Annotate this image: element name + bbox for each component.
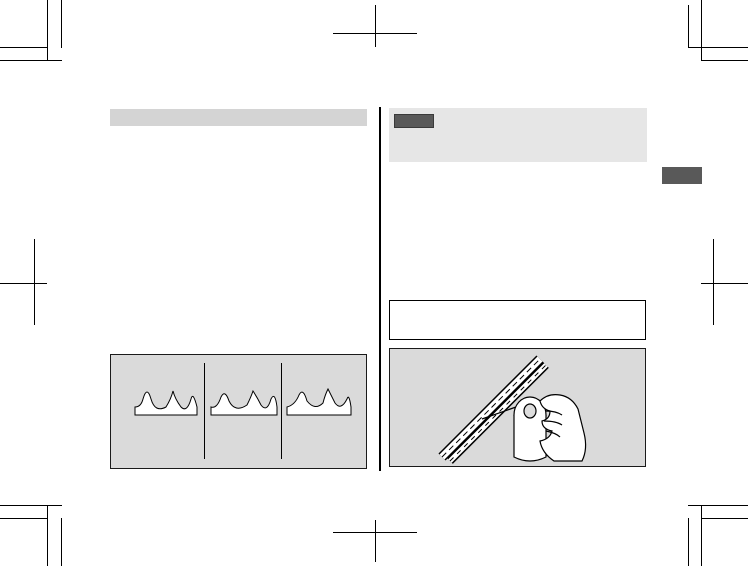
crop-mark <box>47 0 48 60</box>
outlined-callout-box <box>389 300 646 340</box>
crop-mark <box>0 60 62 61</box>
crop-mark <box>61 0 62 48</box>
chain-spray-illustration <box>438 355 587 464</box>
panel-separator <box>204 363 205 459</box>
chain-lubrication-figure <box>389 348 646 467</box>
section-header-bar <box>110 109 367 126</box>
panel-separator <box>281 363 282 459</box>
crop-mark <box>47 505 48 566</box>
crop-mark <box>0 518 48 519</box>
spray-can-icon <box>513 396 547 462</box>
crop-mark <box>701 0 702 60</box>
crop-mark <box>0 47 48 48</box>
crop-mark <box>701 60 748 61</box>
sprocket-normal-icon <box>134 390 198 416</box>
spray-nozzle-icon <box>481 406 517 420</box>
crop-mark <box>688 47 748 48</box>
chapter-side-tab <box>662 167 702 184</box>
column-divider <box>379 107 381 471</box>
sprocket-damaged-icon <box>286 387 352 416</box>
crop-mark <box>688 505 748 506</box>
sprocket-teeth-illustration <box>134 387 352 416</box>
note-label-badge <box>394 114 434 128</box>
crop-mark <box>701 505 702 566</box>
crop-mark <box>34 239 35 325</box>
crop-mark <box>688 518 689 566</box>
crop-mark <box>701 518 748 519</box>
sprocket-worn-icon <box>210 389 278 416</box>
crop-mark <box>713 239 714 325</box>
crop-mark <box>0 283 47 284</box>
crop-mark <box>375 5 376 47</box>
crop-mark <box>61 518 62 566</box>
crop-mark <box>333 532 417 533</box>
crop-mark <box>0 505 62 506</box>
crop-mark <box>333 33 417 34</box>
crop-mark <box>701 283 748 284</box>
hand-icon <box>539 394 587 462</box>
crop-mark <box>688 5 689 48</box>
sprocket-figure <box>110 354 367 469</box>
crop-mark <box>375 520 376 562</box>
